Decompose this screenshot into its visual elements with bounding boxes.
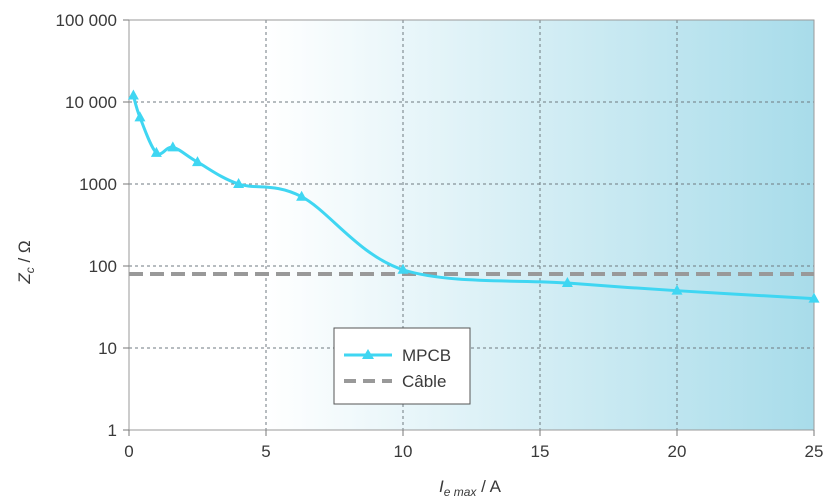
mpcb-point (192, 156, 203, 167)
series-layer (127, 89, 820, 303)
legend-cable-label: Câble (402, 372, 446, 391)
mpcb-point (561, 277, 573, 288)
grid (129, 20, 814, 430)
mpcb-point (397, 263, 409, 274)
y-tick-label: 100 000 (56, 11, 117, 30)
plot-frame (128, 19, 815, 431)
x-tick-label: 25 (805, 442, 824, 461)
mpcb-point (167, 141, 179, 152)
y-tick-label: 1 (108, 421, 117, 440)
legend: MPCB Câble (333, 327, 471, 405)
y-tick-label: 1000 (79, 175, 117, 194)
y-tick-label: 10 000 (65, 93, 117, 112)
x-tick-label: 0 (124, 442, 133, 461)
y-axis: 1 10 100 1000 10 000 100 000 (56, 11, 129, 440)
mpcb-point (134, 111, 146, 122)
y-axis-label: Zc / Ω (15, 240, 37, 284)
mpcb-point (127, 89, 139, 100)
legend-box (333, 327, 471, 405)
x-tick-label: 15 (531, 442, 550, 461)
x-tick-label: 5 (261, 442, 270, 461)
x-axis: 0 5 10 15 20 25 (124, 430, 823, 461)
y-tick-label: 100 (89, 257, 117, 276)
mpcb-point (671, 284, 683, 295)
mpcb-point (150, 146, 162, 157)
plot-background (129, 20, 814, 430)
mpcb-point (808, 292, 820, 303)
mpcb-point (233, 178, 245, 188)
x-axis-label: Ie max / A (439, 477, 502, 497)
legend-mpcb-label: MPCB (402, 346, 451, 365)
x-tick-label: 10 (394, 442, 413, 461)
y-tick-label: 10 (98, 339, 117, 358)
legend-mpcb-marker (362, 349, 374, 359)
x-tick-label: 20 (668, 442, 687, 461)
mpcb-point (296, 190, 308, 201)
